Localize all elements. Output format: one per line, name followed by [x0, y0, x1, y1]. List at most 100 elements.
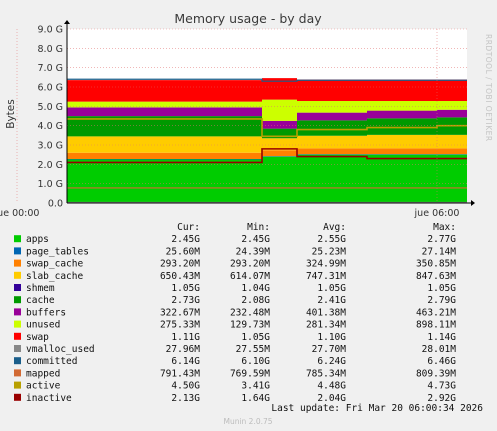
area-slab-cache — [67, 134, 467, 153]
legend-swatch — [14, 332, 21, 340]
legend-cur: 1.05G — [171, 283, 200, 294]
y-tick-label: 1.0 G — [38, 179, 64, 190]
last-update: Last update: Fri Mar 20 06:00:34 2026 — [271, 403, 483, 414]
rrdtool-watermark: RRDTOOL / TOBI OETIKER — [484, 34, 493, 142]
legend-swatch — [14, 308, 21, 316]
legend-avg: 25.23M — [312, 246, 347, 257]
y-tick-labels: 0.0 1.0 G 2.0 G 3.0 G 4.0 G 5.0 G 6.0 G 7.0 G 8.… — [38, 25, 64, 210]
munin-version: Munin 2.0.75 — [223, 417, 272, 426]
legend-cur: 275.33M — [160, 320, 200, 331]
legend-max: 898.11M — [416, 320, 456, 331]
legend-max: 2.79G — [427, 295, 456, 306]
legend-avg: 4.48G — [317, 381, 346, 392]
legend-min: 3.41G — [241, 381, 270, 392]
x-tick-label: jue 06:00 — [414, 208, 460, 219]
legend-avg: 2.41G — [317, 295, 346, 306]
legend-max: 1.05G — [427, 283, 456, 294]
legend-max: 1.14G — [427, 332, 456, 343]
legend-max: 847.63M — [416, 271, 456, 282]
legend-cur: 6.14G — [171, 356, 200, 367]
area-swap — [67, 78, 467, 102]
legend-cur: 791.43M — [160, 368, 200, 379]
legend-name: shmem — [26, 283, 55, 294]
area-unused — [67, 99, 467, 121]
legend-swatch — [14, 235, 21, 243]
legend-cur: 2.13G — [171, 393, 200, 404]
legend-min: 1.04G — [241, 283, 270, 294]
legend-swatch — [14, 345, 21, 352]
y-tick-label: 5.0 G — [38, 102, 64, 113]
line-inactive — [67, 148, 467, 164]
legend-name: vmalloc_used — [26, 344, 95, 355]
legend-name: swap_cache — [26, 259, 83, 270]
legend-avg: 2.55G — [317, 234, 346, 245]
y-tick-label: 2.0 G — [38, 160, 64, 171]
legend-cur: 2.45G — [171, 234, 200, 245]
legend-min: 1.05G — [241, 332, 270, 343]
legend-min: 293.20M — [230, 259, 270, 270]
legend-cur: 25.60M — [166, 246, 201, 257]
legend-max: 27.14M — [422, 246, 457, 257]
legend-max: 2.92G — [427, 393, 456, 404]
legend-header-max: Max: — [433, 222, 456, 233]
legend-min: 24.39M — [236, 246, 271, 257]
legend-avg: 785.34M — [306, 368, 346, 379]
chart-title: Memory usage - by day — [174, 11, 322, 26]
y-tick-label: 4.0 G — [38, 121, 64, 132]
legend-cur: 293.20M — [160, 259, 200, 270]
legend-max: 350.85M — [416, 259, 456, 270]
legend-name: unused — [26, 320, 60, 331]
legend-swatch — [14, 271, 21, 279]
legend-name: inactive — [26, 393, 72, 404]
legend-swatch — [14, 381, 21, 389]
legend-max: 2.77G — [427, 234, 456, 245]
legend-name: active — [26, 381, 61, 392]
legend-swatch — [14, 247, 21, 255]
legend-avg: 401.38M — [306, 307, 346, 318]
y-tick-label: 3.0 G — [38, 141, 64, 152]
legend-swatch — [14, 259, 21, 267]
legend-min: 2.45G — [241, 234, 270, 245]
x-tick-label: jue 00:00 — [0, 208, 39, 219]
y-tick-label: 7.0 G — [38, 63, 64, 74]
legend-avg: 324.99M — [306, 259, 346, 270]
legend-max: 809.39M — [416, 368, 456, 379]
legend-avg: 1.10G — [317, 332, 346, 343]
legend-swatch — [14, 369, 21, 377]
legend: Cur: Min: Avg: Max: apps 2.45G 2.45G 2.55G 2.77G… — [14, 222, 456, 404]
legend-max: 6.46G — [427, 356, 456, 367]
legend-max: 4.73G — [427, 381, 456, 392]
legend-avg: 1.05G — [317, 283, 346, 294]
x-axis-arrow — [471, 200, 475, 206]
legend-header-avg: Avg: — [323, 222, 346, 233]
legend-name: slab_cache — [26, 271, 83, 282]
legend-avg: 281.34M — [306, 320, 346, 331]
line-committed — [67, 78, 467, 82]
area-apps — [67, 154, 467, 203]
y-tick-label: 8.0 G — [38, 44, 64, 55]
legend-name: committed — [26, 356, 77, 367]
legend-header-min: Min: — [247, 222, 270, 233]
legend-header-cur: Cur: — [177, 222, 200, 233]
y-tick-label: 6.0 G — [38, 83, 64, 94]
legend-min: 2.08G — [241, 295, 270, 306]
axes — [64, 20, 475, 206]
legend-cur: 650.43M — [160, 271, 200, 282]
legend-swatch — [14, 357, 21, 365]
legend-name: page_tables — [26, 246, 89, 257]
legend-swatch — [14, 393, 21, 401]
grid-lines — [16, 28, 467, 203]
legend-cur: 4.50G — [171, 381, 200, 392]
y-axis-label: Bytes — [5, 99, 17, 128]
area-cache — [67, 116, 467, 139]
legend-name: mapped — [26, 368, 60, 379]
y-tick-label: 9.0 G — [38, 25, 64, 36]
legend-cur: 1.11G — [171, 332, 200, 343]
legend-swatch — [14, 296, 21, 304]
legend-min: 769.59M — [230, 368, 270, 379]
line-series — [67, 78, 467, 203]
legend-name: swap — [26, 332, 49, 343]
legend-cur: 2.73G — [171, 295, 200, 306]
legend-min: 27.55M — [236, 344, 271, 355]
